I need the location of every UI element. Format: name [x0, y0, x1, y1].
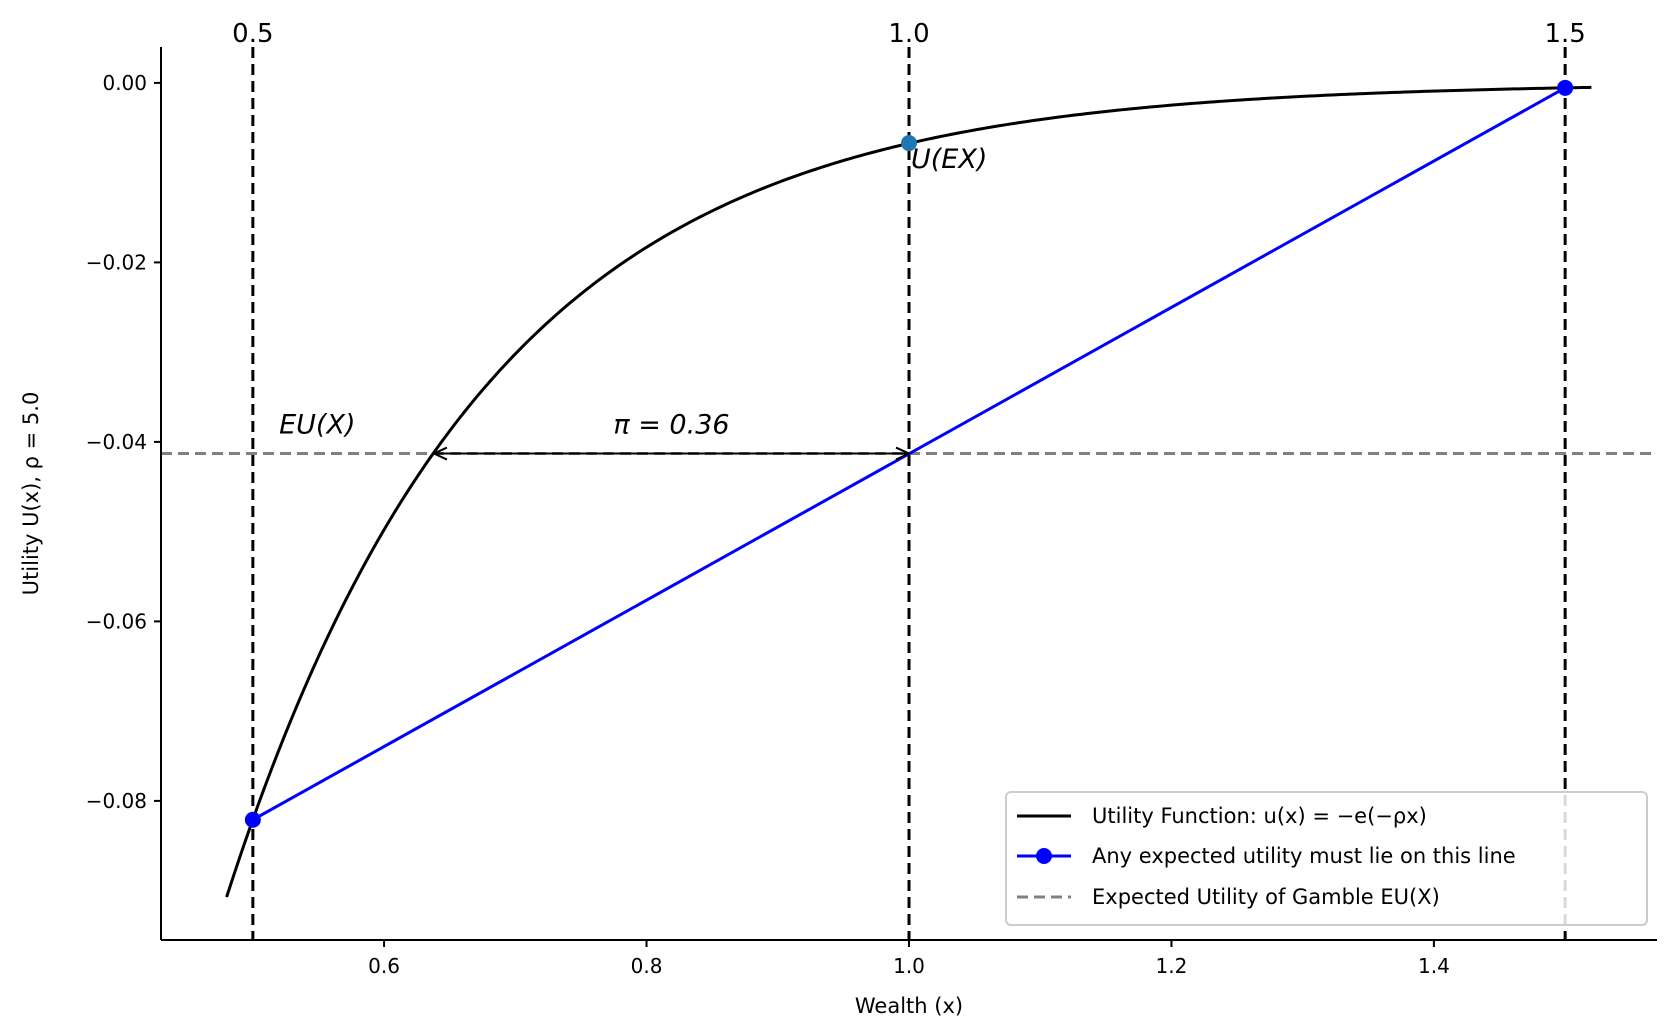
x-tick-label: 1.4: [1418, 954, 1450, 978]
uex-point: [901, 135, 917, 152]
legend-marker-chord: [1036, 848, 1052, 864]
top-tick-label: 0.5: [232, 19, 273, 49]
x-tick-label: 0.8: [631, 954, 663, 978]
top-tick-label: 1.5: [1544, 19, 1585, 49]
top-tick-label: 1.0: [888, 19, 929, 49]
eu-annotation: EU(X): [279, 410, 355, 441]
y-tick-label: −0.04: [86, 430, 147, 454]
x-tick-label: 1.0: [893, 954, 925, 978]
legend-box: [1005, 791, 1648, 926]
y-tick-label: 0.00: [102, 71, 147, 95]
chord-point-1: [1557, 79, 1574, 96]
axes: 0.6 0.8 1.0 1.2 1.4 0.00 −0.02 −0.04 −0.06 −0.08 0…: [19, 19, 1657, 1018]
x-tick-label: 0.6: [368, 954, 400, 978]
x-tick-label: 1.2: [1156, 954, 1188, 978]
pi-arrow-head-left: [431, 446, 448, 461]
uex-annotation: U(EX): [911, 144, 987, 175]
y-tick-label: −0.08: [86, 789, 147, 813]
legend-entry-1: Any expected utility must lie on this li…: [1092, 844, 1516, 868]
y-tick-label: −0.02: [86, 250, 147, 274]
y-axis-title: Utility U(x), ρ = 5.0: [19, 392, 43, 596]
pi-annotation: π = 0.36: [613, 410, 729, 441]
chord-point-0: [244, 811, 261, 828]
pi-arrow-head-right: [895, 446, 912, 461]
legend-entry-2: Expected Utility of Gamble EU(X): [1092, 885, 1440, 909]
annotations: EU(X) U(EX) π = 0.36: [279, 144, 987, 461]
legend: Utility Function: u(x) = −e(−ρx) Any expe…: [1005, 791, 1648, 926]
legend-entry-0: Utility Function: u(x) = −e(−ρx): [1092, 804, 1427, 828]
y-tick-label: −0.06: [86, 609, 147, 633]
x-axis-title: Wealth (x): [855, 994, 963, 1018]
